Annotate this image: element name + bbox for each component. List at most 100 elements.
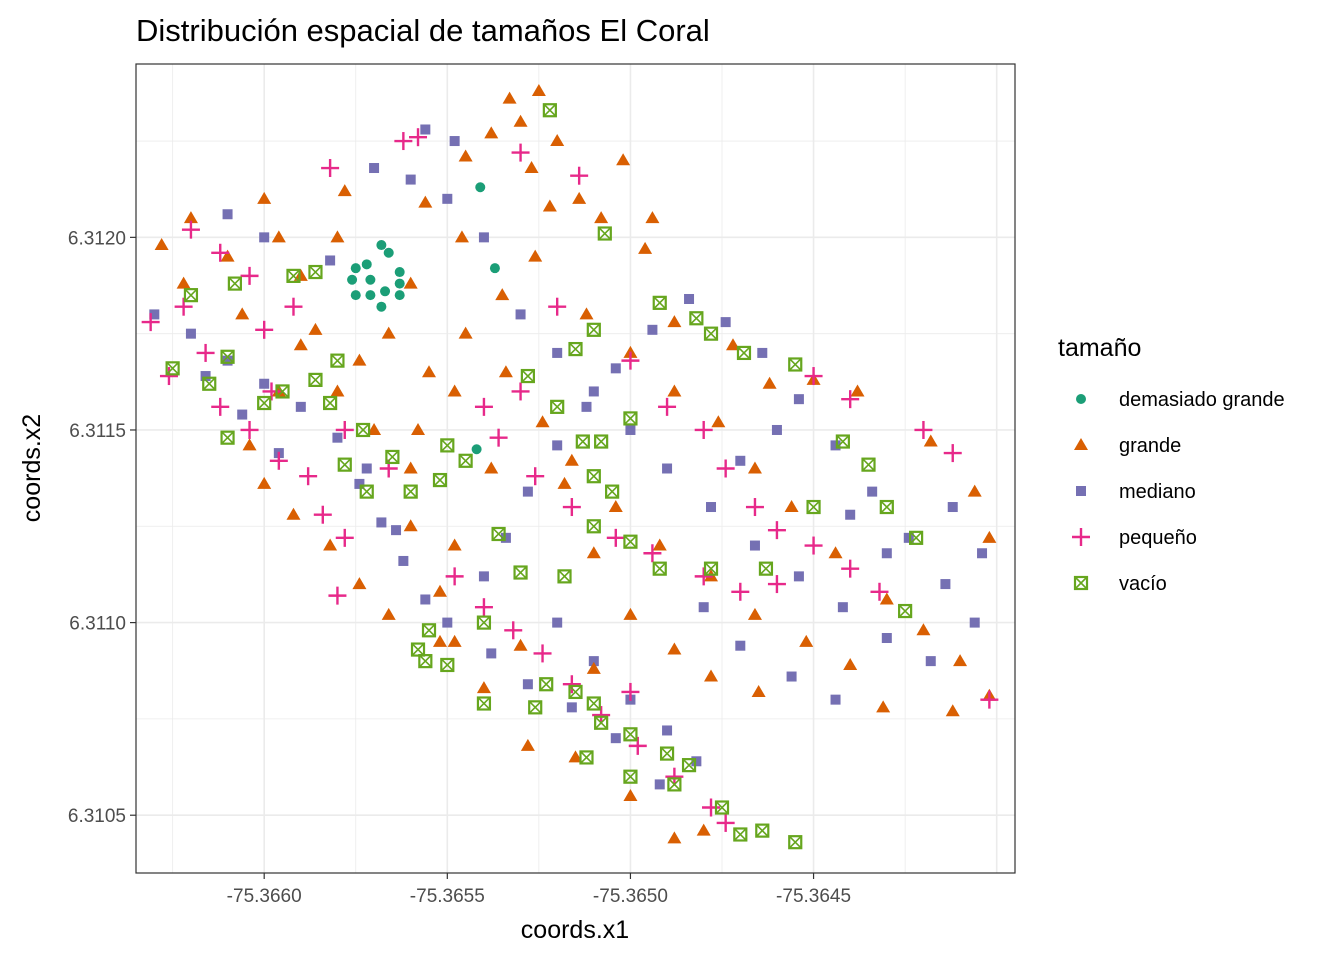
data-point	[237, 409, 248, 420]
data-point	[308, 264, 323, 280]
data-point	[531, 83, 546, 96]
data-point	[843, 657, 858, 670]
data-point	[376, 301, 387, 312]
y-tick-label: 6.3105	[68, 806, 126, 827]
data-point	[513, 638, 528, 651]
data-point	[286, 507, 301, 520]
data-point	[376, 517, 387, 528]
data-point	[489, 263, 500, 274]
data-point	[898, 603, 913, 619]
data-point	[691, 756, 702, 767]
data-point	[621, 351, 640, 370]
data-point	[271, 230, 286, 243]
data-point	[694, 567, 713, 586]
data-point	[308, 322, 323, 335]
x-tick-label: -75.3650	[593, 886, 668, 907]
data-point	[474, 598, 493, 617]
data-point	[381, 326, 396, 339]
data-point	[259, 378, 270, 389]
data-point	[442, 193, 453, 204]
data-point	[183, 288, 199, 303]
data-point	[495, 288, 510, 301]
data-point	[432, 584, 447, 597]
data-point	[513, 565, 528, 580]
grid-lines	[136, 64, 1015, 873]
data-point	[403, 276, 418, 289]
data-point	[325, 255, 336, 266]
data-point	[594, 434, 609, 449]
data-point	[500, 532, 511, 543]
data-point	[804, 367, 823, 386]
data-point	[694, 420, 713, 439]
data-point	[418, 195, 433, 208]
data-point	[185, 328, 196, 339]
data-point	[623, 727, 638, 742]
data-point	[498, 365, 513, 378]
data-point	[689, 311, 704, 326]
legend-label: demasiado grande	[1119, 389, 1285, 411]
data-point	[381, 607, 396, 620]
data-point	[575, 434, 590, 449]
data-point	[478, 571, 489, 582]
data-point	[220, 349, 235, 364]
data-point	[361, 259, 372, 270]
data-point	[269, 451, 288, 470]
data-point	[235, 307, 250, 320]
data-point	[845, 509, 856, 520]
data-point	[570, 166, 589, 185]
data-point	[222, 355, 233, 366]
y-tick-label: 6.3115	[69, 421, 126, 442]
data-point	[165, 361, 180, 376]
data-point	[447, 538, 462, 551]
data-point	[442, 617, 453, 628]
data-point	[696, 823, 711, 836]
data-point	[788, 835, 803, 850]
data-point	[659, 746, 675, 761]
data-point	[784, 500, 799, 513]
data-point	[703, 326, 719, 341]
data-point	[528, 700, 543, 715]
data-point	[658, 397, 677, 416]
data-point	[394, 267, 405, 278]
data-point	[141, 313, 160, 332]
data-point	[475, 182, 486, 193]
data-point	[359, 484, 374, 499]
data-point	[380, 286, 391, 297]
data-point	[347, 274, 358, 285]
data-point	[841, 559, 860, 578]
data-point	[870, 582, 889, 601]
data-point	[793, 571, 804, 582]
data-point	[313, 505, 332, 524]
data-point	[474, 397, 493, 416]
y-tick-label: 6.3110	[69, 614, 126, 635]
data-point	[293, 268, 308, 281]
data-point	[220, 430, 235, 445]
data-point	[337, 457, 352, 472]
legend-title: tamaño	[1058, 334, 1141, 362]
data-point	[504, 621, 523, 640]
data-point	[667, 315, 682, 328]
data-point	[755, 823, 770, 838]
data-point	[330, 230, 345, 243]
data-point	[352, 353, 367, 366]
data-point	[257, 191, 272, 204]
data-point	[953, 654, 968, 667]
data-point	[409, 128, 428, 147]
data-point	[202, 376, 217, 391]
data-point	[410, 642, 426, 657]
data-point	[731, 582, 750, 601]
data-point	[758, 561, 774, 576]
data-point	[623, 534, 638, 549]
data-point	[308, 372, 323, 387]
x-tick-label: -75.3660	[227, 886, 302, 907]
data-point	[645, 211, 660, 224]
data-point	[720, 317, 731, 328]
data-point	[638, 241, 653, 254]
data-point	[550, 399, 565, 414]
data-point	[295, 401, 306, 412]
data-point	[149, 309, 160, 320]
x-tick-label: -75.3655	[410, 886, 485, 907]
data-point	[665, 767, 684, 786]
data-point	[725, 338, 740, 351]
